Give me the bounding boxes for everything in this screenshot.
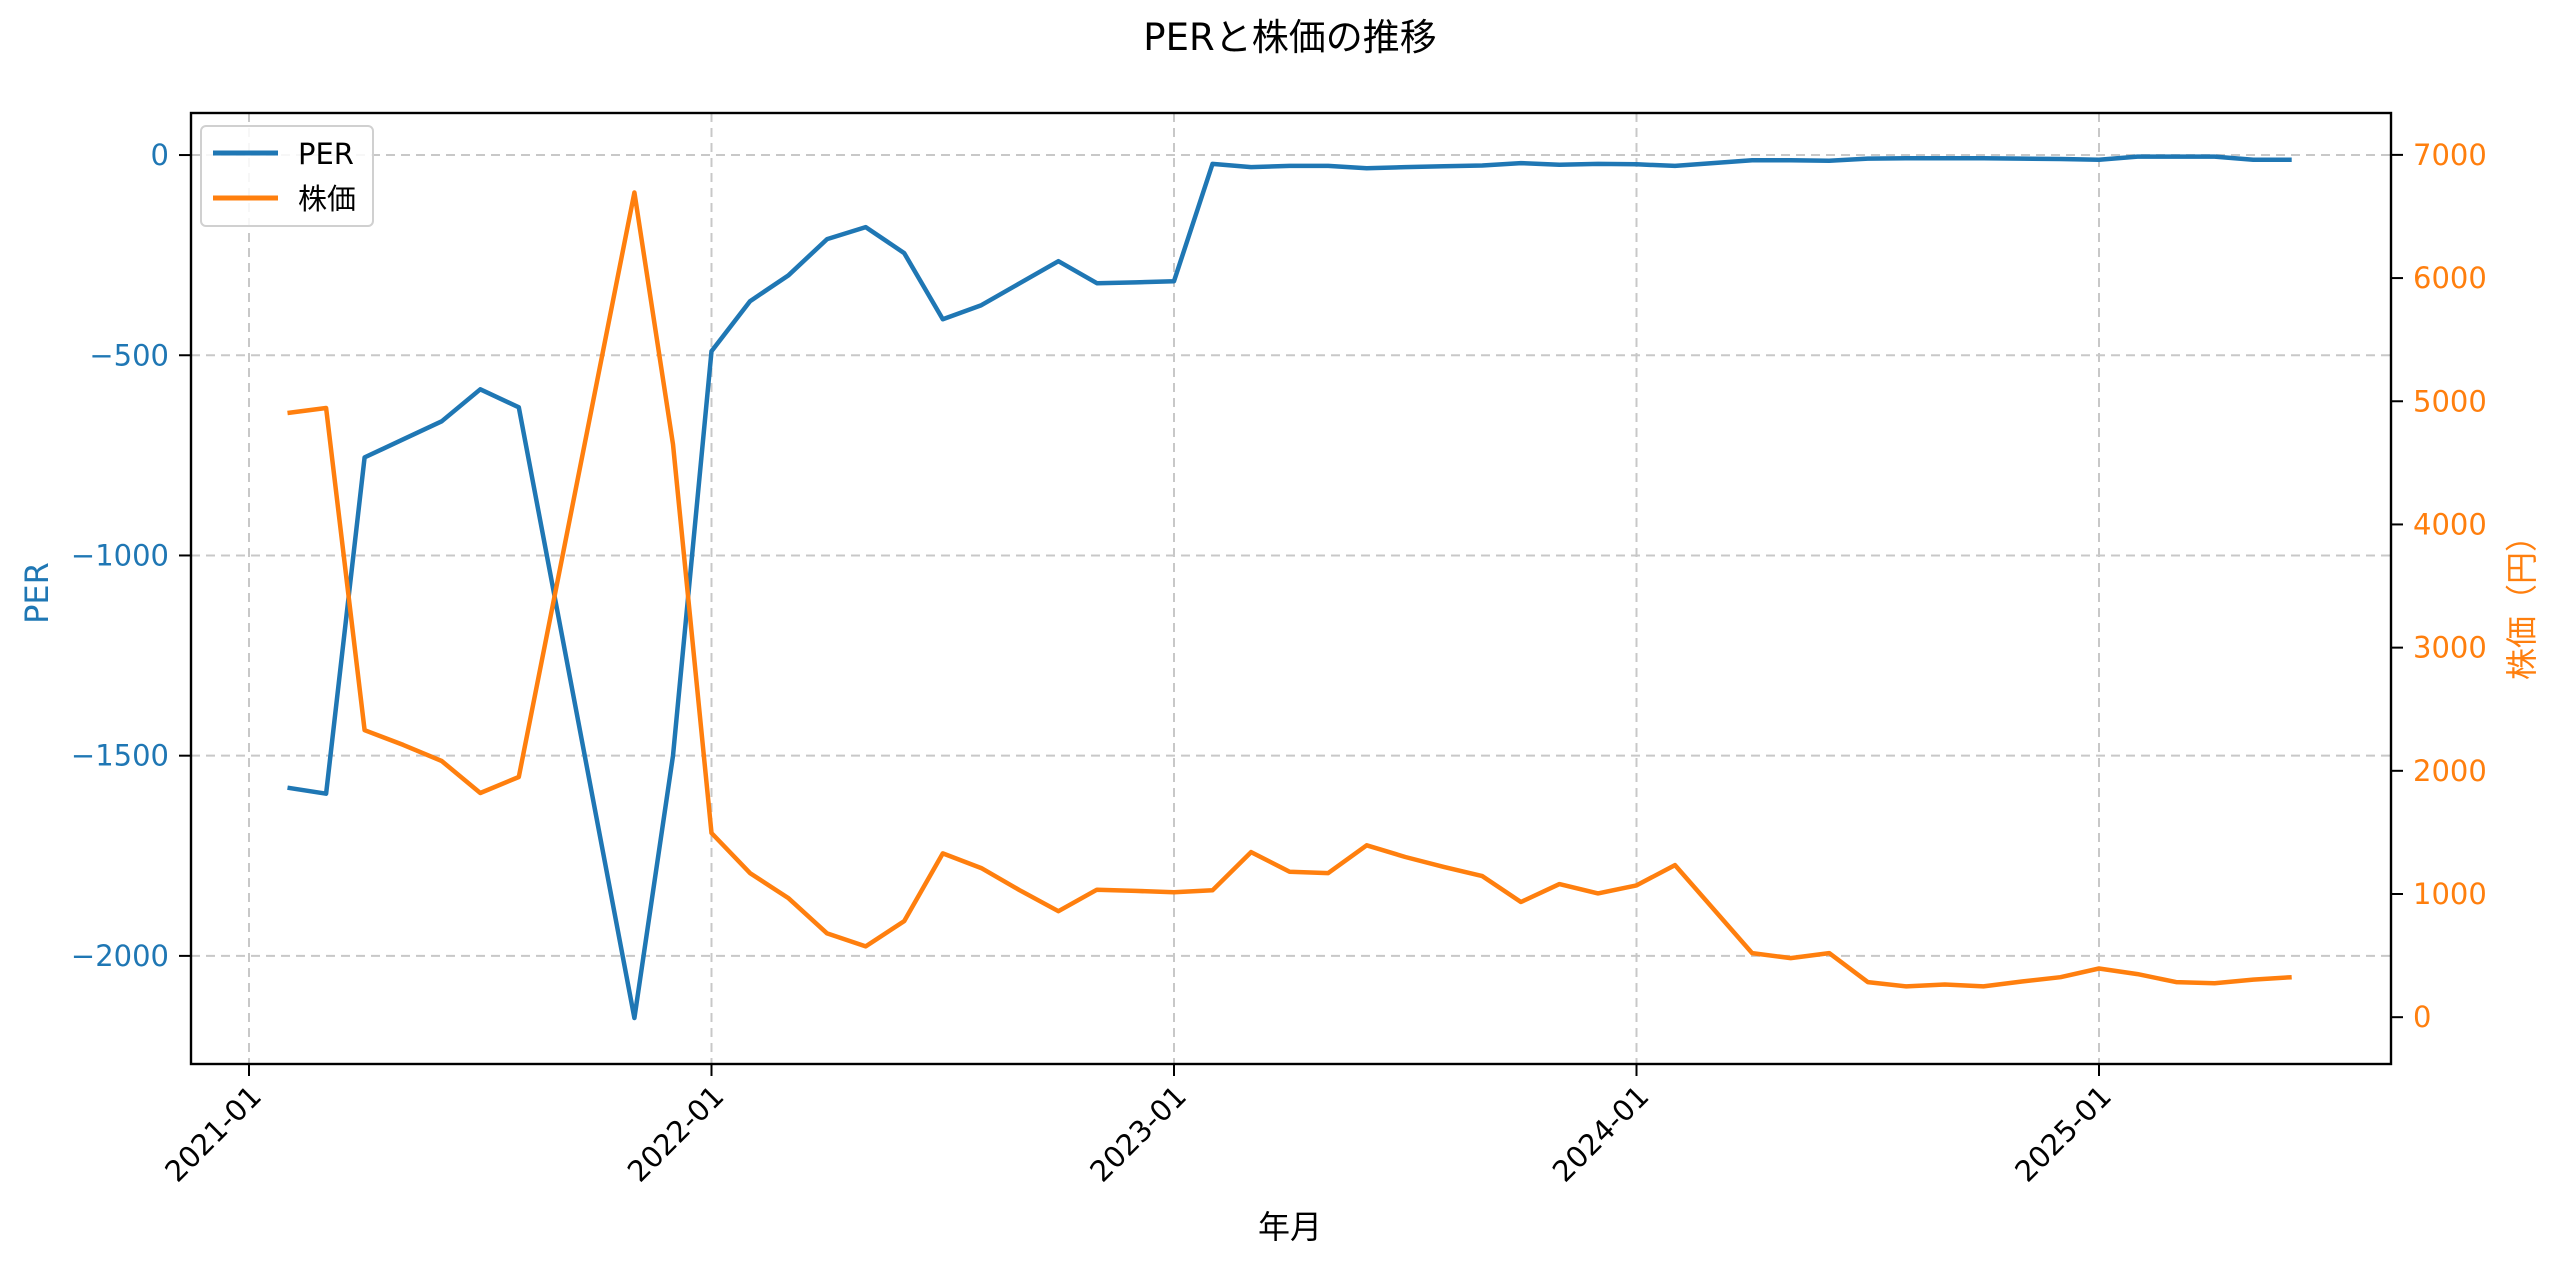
- y-axis-left-label: PER: [18, 562, 56, 624]
- y-right-tick-label: 3000: [2413, 631, 2487, 665]
- y-right-tick-label: 7000: [2413, 138, 2487, 172]
- x-tick-label: 2024-01: [1546, 1079, 1656, 1189]
- y-right-tick-label: 1000: [2413, 877, 2487, 911]
- y-left-tick-label: −2000: [71, 939, 169, 973]
- x-tick-label: 2023-01: [1083, 1079, 1193, 1189]
- series-line-price: [287, 190, 2292, 989]
- y-axis-right-label: 株価（円）: [2503, 520, 2541, 680]
- plot-frame: [189, 111, 2393, 1066]
- y-right-tick-label: 4000: [2413, 507, 2487, 541]
- series-layer: [287, 154, 2292, 1021]
- series-line-per: [287, 154, 2292, 1021]
- chart-title: PERと株価の推移: [1143, 16, 1436, 59]
- legend-label-per: PER: [298, 137, 354, 171]
- legend: PER 株価: [200, 125, 374, 227]
- x-axis-label: 年月: [1258, 1208, 1322, 1246]
- y-right-tick-label: 6000: [2413, 261, 2487, 295]
- x-tick-label: 2021-01: [158, 1079, 268, 1189]
- y-left-tick-label: −500: [89, 338, 169, 372]
- x-tick-label: 2022-01: [621, 1079, 731, 1189]
- y-right-tick-label: 2000: [2413, 754, 2487, 788]
- y-left-tick-label: −1500: [71, 739, 169, 773]
- grid-lines: [191, 113, 2391, 1064]
- y-left-tick-label: 0: [151, 138, 169, 172]
- y-axis-left: 0 −500 −1000 −1500 −2000: [71, 138, 191, 973]
- y-axis-right: 0 1000 2000 3000 4000 5000 6000 7000: [2391, 138, 2487, 1034]
- x-axis: 2021-01 2022-01 2023-01 2024-01 2025-01: [158, 1064, 2118, 1189]
- y-right-tick-label: 0: [2413, 1000, 2431, 1034]
- y-left-tick-label: −1000: [71, 538, 169, 572]
- legend-label-price: 株価: [298, 182, 356, 216]
- x-tick-label: 2025-01: [2008, 1079, 2118, 1189]
- y-right-tick-label: 5000: [2413, 384, 2487, 418]
